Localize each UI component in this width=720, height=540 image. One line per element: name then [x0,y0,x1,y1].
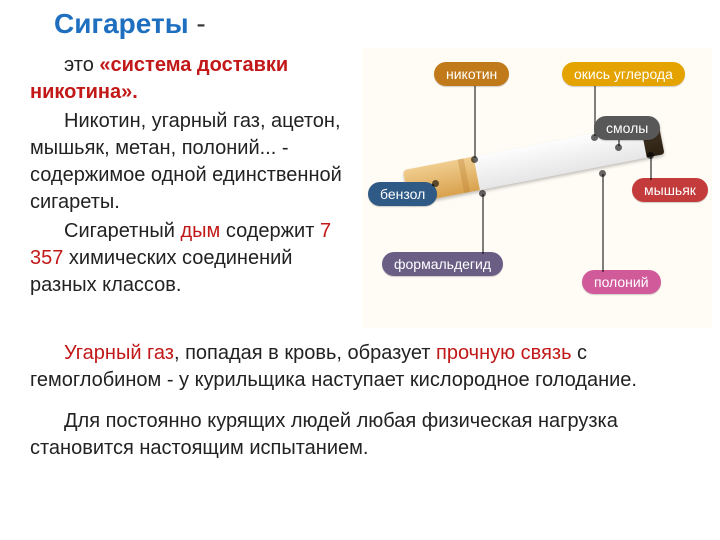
p3a: Сигаретный [64,220,180,242]
pointer-polonium [602,174,604,272]
paragraph-1: это «система доставки никотина». [30,52,362,106]
p3e: химических соединений разных классов. [30,247,292,296]
pointer-arsenic [650,156,652,180]
left-text-column: это «система доставки никотина». Никотин… [30,52,362,301]
p4a: Угарный газ [64,342,174,364]
dot-formaldehyde [479,190,486,197]
p4c: прочную связь [436,342,571,364]
paragraph-4: Угарный газ, попадая в кровь, образует п… [30,340,690,394]
label-arsenic: мышьяк [632,178,708,202]
label-co: окись углерода [562,62,685,86]
dot-tar [615,144,622,151]
bottom-text: Угарный газ, попадая в кровь, образует п… [30,340,690,464]
p3c: содержит [220,220,320,242]
p2: Никотин, угарный газ, ацетон, мышьяк, ме… [30,110,342,213]
title-main: Сигареты [54,8,189,39]
p3b: дым [180,220,220,242]
p5: Для постоянно курящих людей любая физиче… [30,410,618,459]
label-nicotine: никотин [434,62,509,86]
dot-nicotine [471,156,478,163]
label-tar: смолы [594,116,660,140]
p4b: , попадая в кровь, образует [174,342,436,364]
p1a: это [64,54,99,76]
cigarette-diagram: никотин окись углерода смолы мышьяк бензол фо… [362,48,712,328]
dot-benzene [432,180,439,187]
label-polonium: полоний [582,270,661,294]
dot-polonium [599,170,606,177]
paragraph-3: Сигаретный дым содержит 7 357 химических… [30,218,362,299]
pointer-nicotine [474,86,476,158]
label-benzene: бензол [368,182,437,206]
title-dash: - [196,8,205,39]
paragraph-2: Никотин, угарный газ, ацетон, мышьяк, ме… [30,108,362,216]
dot-arsenic [647,152,654,159]
paragraph-5: Для постоянно курящих людей любая физиче… [30,408,690,462]
pointer-formaldehyde [482,194,484,254]
label-formaldehyde: формальдегид [382,252,503,276]
page-title: Сигареты - [54,8,206,40]
